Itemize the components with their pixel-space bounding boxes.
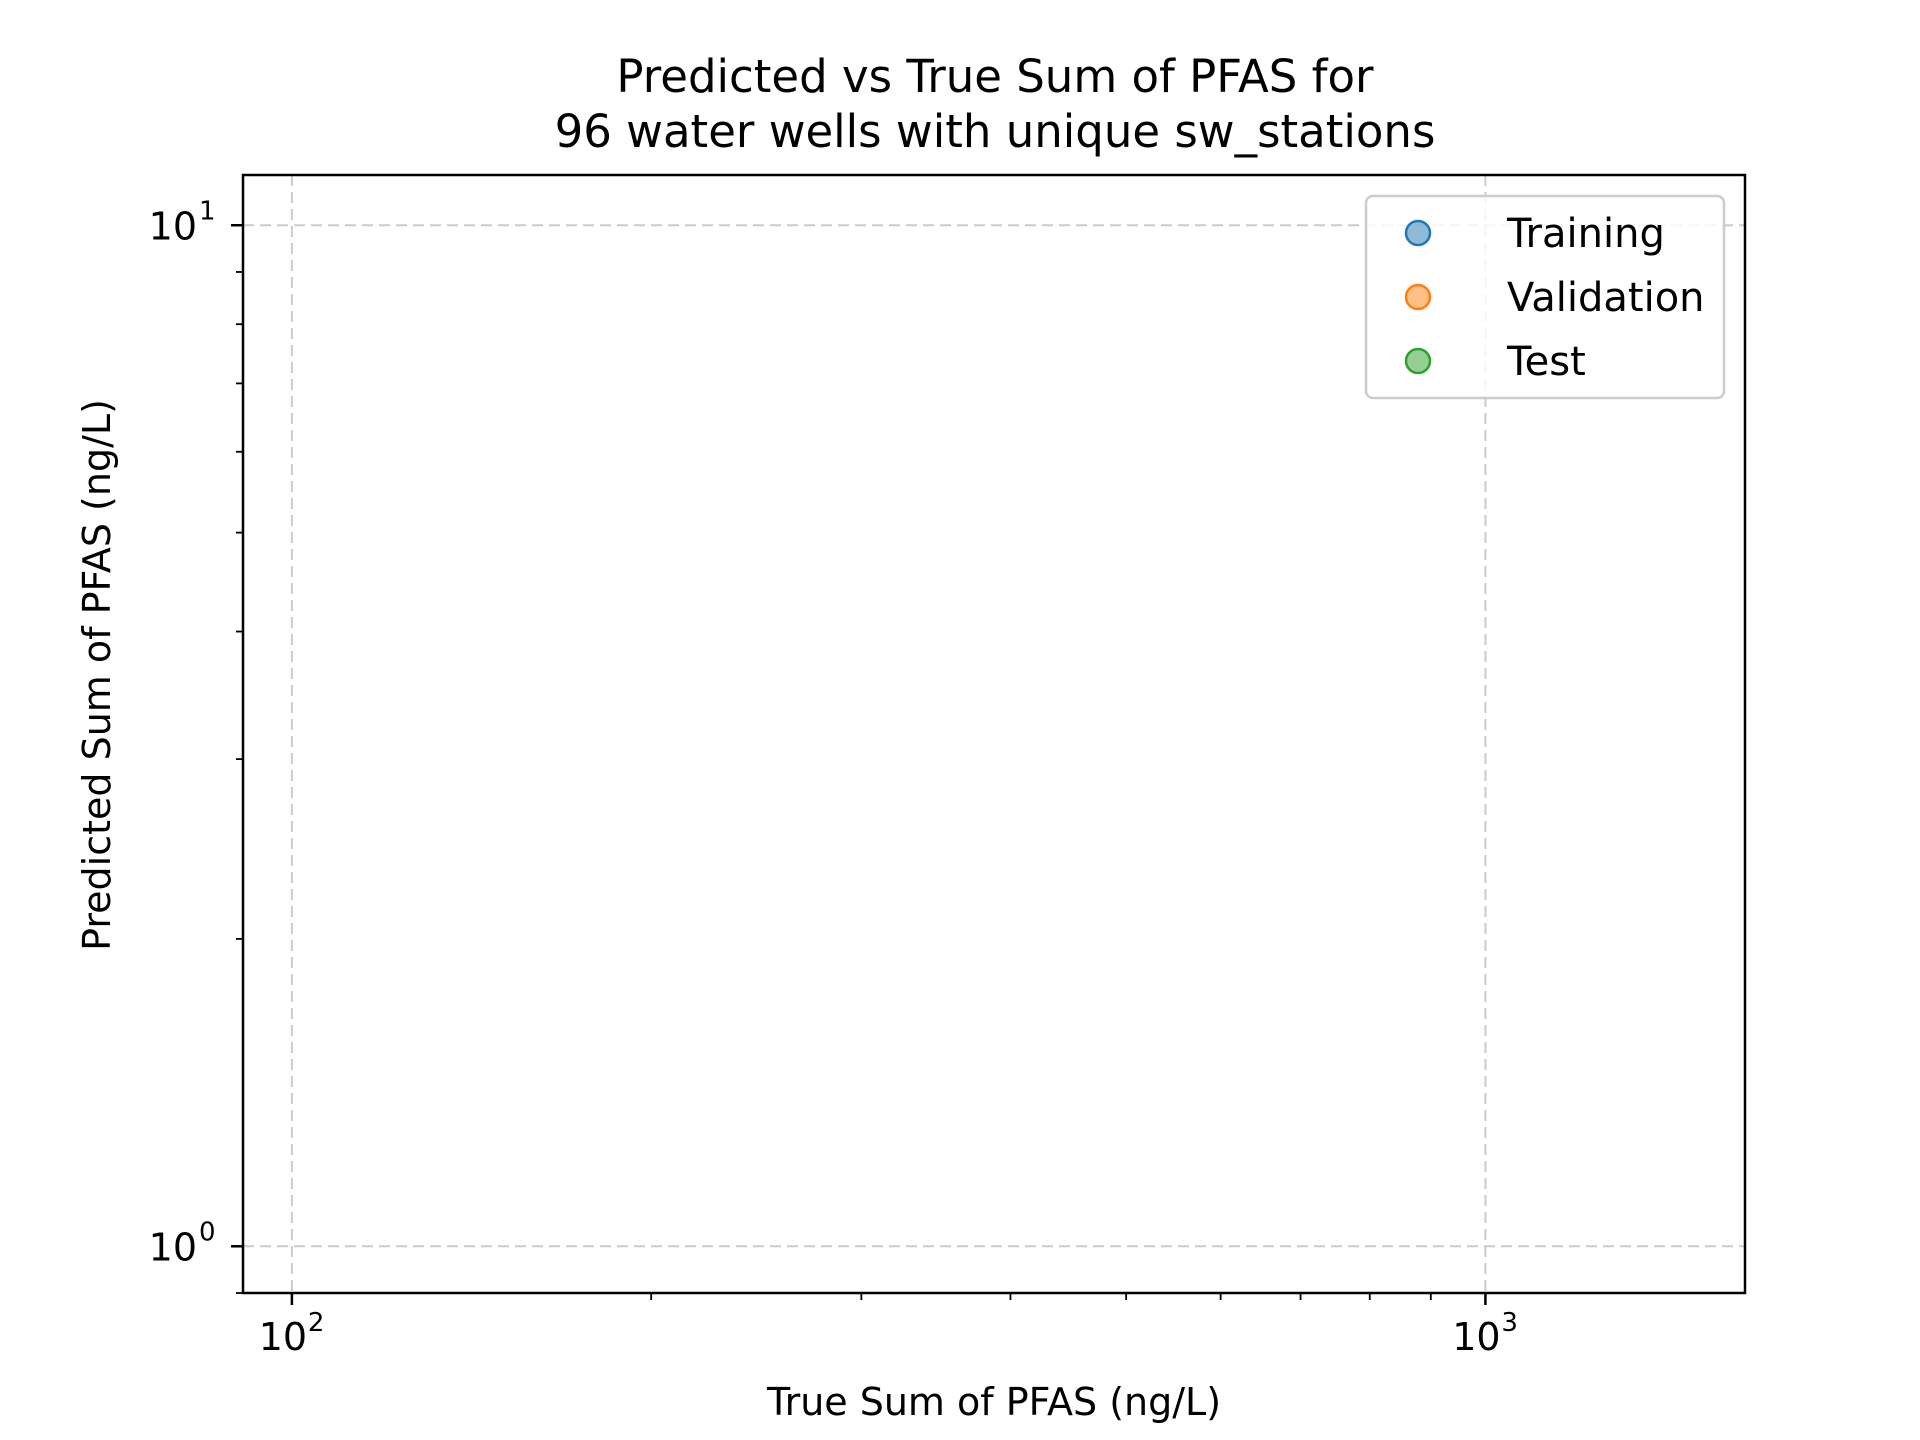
- chart-title: Predicted vs True Sum of PFAS for: [616, 50, 1374, 103]
- axes-frame: [241, 173, 1747, 1295]
- legend-label: Validation: [1507, 275, 1705, 321]
- x-axis-label: True Sum of PFAS (ng/L): [766, 1380, 1221, 1424]
- y-tick-label-exponent: 0: [199, 1217, 216, 1247]
- chart-subtitle: 96 water wells with unique sw_stations: [555, 105, 1436, 158]
- x-tick-label: 10: [1452, 1315, 1500, 1359]
- legend-label: Test: [1506, 339, 1586, 385]
- major-ticks: [231, 224, 1487, 1305]
- y-tick-label: 10: [149, 204, 197, 248]
- legend-box: [1364, 194, 1726, 400]
- legend-marker: [1404, 283, 1432, 311]
- legend-marker: [1404, 219, 1432, 247]
- legend-label: Training: [1506, 211, 1665, 257]
- y-tick-label-exponent: 1: [199, 196, 216, 226]
- x-tick-label-exponent: 2: [308, 1308, 325, 1338]
- legend-marker: [1404, 347, 1432, 375]
- y-tick-label: 10: [149, 1225, 197, 1269]
- y-axis-label: Predicted Sum of PFAS (ng/L): [75, 399, 119, 951]
- x-tick-label-exponent: 3: [1501, 1308, 1518, 1338]
- legend: Training Validation Test: [1364, 194, 1726, 400]
- x-tick-label: 10: [259, 1315, 307, 1359]
